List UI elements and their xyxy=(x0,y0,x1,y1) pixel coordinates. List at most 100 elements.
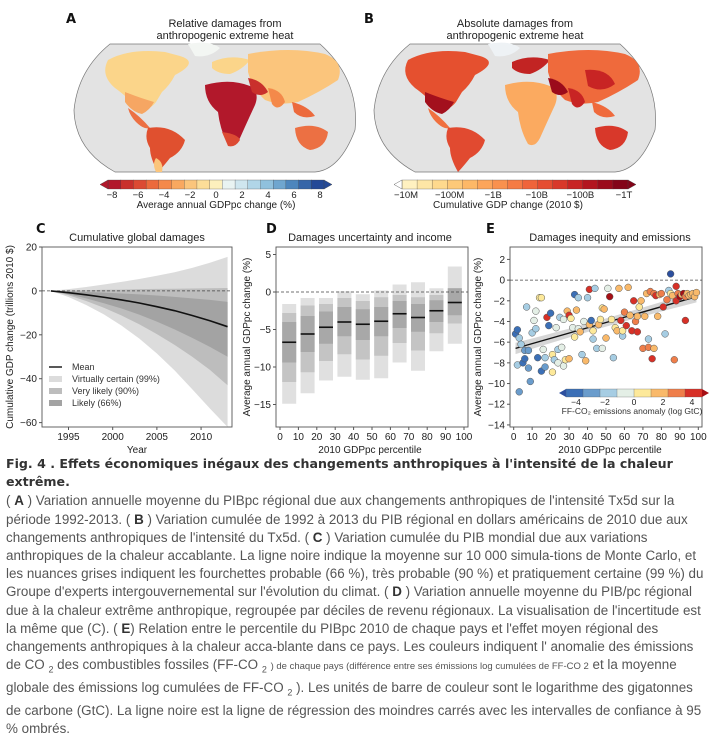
caption-label-e: E xyxy=(121,620,131,636)
y-tick-label: −6 xyxy=(494,338,506,349)
caption-body: ( A ) Variation annuelle moyenne du PIBp… xyxy=(6,493,704,737)
colorbar-tick-label: −6 xyxy=(133,190,144,201)
colorbar-swatch xyxy=(311,179,325,190)
x-tick-label: 80 xyxy=(656,432,668,443)
country-point xyxy=(633,328,642,336)
colorbar-max-arrow xyxy=(323,179,333,190)
country-point xyxy=(681,316,690,325)
legend-99-label: Virtually certain (99%) xyxy=(72,374,160,384)
country-point xyxy=(606,293,614,301)
country-point xyxy=(522,303,531,311)
country-point xyxy=(589,327,597,335)
colorbar-swatch xyxy=(222,179,236,190)
map-middle-east xyxy=(548,78,568,95)
country-point xyxy=(532,325,540,333)
colorbar-swatch xyxy=(234,179,249,190)
panel-b-colorbar-label: Cumulative GDP change (2010 $) xyxy=(433,200,583,211)
country-point xyxy=(657,289,666,298)
colorbar-swatches xyxy=(393,179,637,190)
country-point xyxy=(546,309,555,317)
colorbar-swatch xyxy=(273,179,287,190)
colorbar-tick-label: −1B xyxy=(485,190,502,201)
x-tick-label: 0 xyxy=(277,432,283,443)
colorbar-swatch xyxy=(285,179,300,190)
country-point xyxy=(558,343,566,351)
colorbar-tick-label: −10B xyxy=(526,190,548,201)
y-tick-label: −10 xyxy=(254,363,271,374)
panel-a-title: Relative damages from anthropogenic extr… xyxy=(100,18,350,42)
caption-text-b: Variation cumulée de 1992 à 2013 du PIB … xyxy=(6,511,688,545)
panel-c-title: Cumulative global damages xyxy=(69,232,205,244)
panel-a-colorbar: −8 −6 −4 −2 0 2 4 6 8 Average annual GDPpc chang… xyxy=(99,179,333,211)
country-point xyxy=(541,363,549,371)
country-point xyxy=(596,315,605,324)
y-tick-label: 5 xyxy=(265,250,271,261)
panel-c-xlabel: Year xyxy=(127,445,148,455)
country-point xyxy=(591,284,599,293)
colorbar-swatch xyxy=(616,388,635,398)
band-66 xyxy=(50,290,228,357)
country-point xyxy=(630,297,638,305)
country-point xyxy=(521,355,529,363)
colorbar-tick-label: 0 xyxy=(632,397,637,407)
map-central-america xyxy=(128,108,150,129)
caption-sub: 2 xyxy=(48,664,54,675)
map-europe xyxy=(212,57,250,74)
x-tick-label: 60 xyxy=(619,432,631,443)
panel-e-letter: E xyxy=(486,222,495,237)
country-point xyxy=(602,334,610,342)
country-point xyxy=(618,327,627,335)
country-point xyxy=(574,294,582,302)
map-greenland xyxy=(188,42,220,57)
colorbar-swatch xyxy=(107,179,122,190)
colorbar-swatch xyxy=(507,179,523,190)
colorbar-swatch xyxy=(184,179,198,190)
colorbar-max-arrow xyxy=(702,389,709,397)
colorbar-min-arrow xyxy=(99,179,109,190)
country-point xyxy=(548,368,557,376)
x-tick-label: 50 xyxy=(600,432,612,443)
y-tick-label: 2 xyxy=(499,255,505,266)
panel-b-letter: B xyxy=(364,12,374,27)
colorbar-tick-label: 4 xyxy=(690,397,695,407)
x-tick-label: 80 xyxy=(422,432,434,443)
colorbar-tick-label: −100M xyxy=(435,190,464,201)
country-point xyxy=(552,324,560,332)
colorbar-swatch xyxy=(667,388,686,398)
colorbar-swatch xyxy=(416,179,433,190)
colorbar-tick-label: 2 xyxy=(239,190,244,201)
x-tick-label: 100 xyxy=(690,432,707,443)
country-point xyxy=(637,297,645,305)
colorbar-min-arrow xyxy=(393,179,403,190)
panel-e-plot: 0 10 20 30 40 50 60 70 80 90 10020−2−4−6−8−10−12−1… xyxy=(488,246,707,443)
colorbar-tick-label: −100B xyxy=(567,190,595,201)
panel-e-colorbar-label: FF-CO₂ emissions anomaly (log GtC) xyxy=(562,406,703,416)
panel-b-map xyxy=(373,42,656,173)
y-tick-label: −10 xyxy=(488,379,505,390)
colorbar-ticks: −8 −6 −4 −2 0 2 4 6 8 xyxy=(107,190,323,201)
y-tick-label: −2 xyxy=(494,296,506,307)
colorbar-ticks: −10M −100M −1B −10B −100B −1T xyxy=(394,190,633,201)
colorbar-swatch xyxy=(633,388,652,398)
x-tick-label: 0 xyxy=(511,432,517,443)
caption-sub: 2 xyxy=(287,687,293,698)
panel-d-chart: Damages uncertainty and income Average a… xyxy=(242,232,473,455)
panel-e-chart: Damages inequity and emissions Average a… xyxy=(473,232,709,455)
country-point xyxy=(537,294,546,302)
caption-text-a: Variation annuelle moyenne du PIBpc régi… xyxy=(6,493,675,527)
x-tick-label: 10 xyxy=(293,432,305,443)
colorbar-swatch xyxy=(582,179,599,190)
colorbar-swatch xyxy=(447,179,463,190)
map-africa xyxy=(205,81,257,146)
country-point xyxy=(578,350,586,359)
colorbar-swatch xyxy=(171,179,185,190)
colorbar-swatch xyxy=(477,179,493,190)
country-point xyxy=(654,312,662,320)
colorbar-min-arrow xyxy=(559,389,566,397)
x-tick-label: 20 xyxy=(545,432,557,443)
colorbar-swatch xyxy=(462,179,478,190)
caption-label-b: B xyxy=(134,511,144,527)
colorbar-swatch xyxy=(565,388,584,398)
map-south-america xyxy=(446,127,485,172)
